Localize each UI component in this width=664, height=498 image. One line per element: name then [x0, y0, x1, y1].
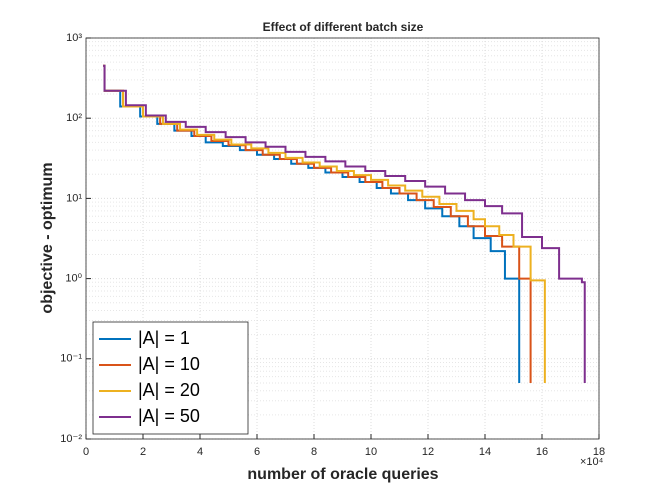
legend-label: |A| = 20: [138, 380, 200, 400]
plot-frame: [85, 37, 600, 440]
y-tick-label: 10²: [66, 112, 82, 124]
y-axis-label: objective - optimum: [39, 162, 56, 313]
chart-title: Effect of different batch size: [263, 20, 424, 34]
x-tick-label: 0: [83, 446, 89, 458]
x-tick-label: 4: [197, 446, 203, 458]
y-tick-label: 10⁻²: [60, 433, 82, 445]
y-tick-label: 10⁻¹: [60, 353, 82, 365]
series-line: [103, 64, 546, 383]
legend-label: |A| = 1: [138, 328, 190, 348]
x-tick-label: 2: [140, 446, 146, 458]
x-tick-label: 12: [422, 446, 434, 458]
x-tick-label: 10: [365, 446, 377, 458]
y-tick-label: 10³: [66, 32, 82, 44]
x-tick-label: 14: [479, 446, 491, 458]
legend-label: |A| = 50: [138, 406, 200, 426]
x-tick-label: 8: [311, 446, 317, 458]
legend-label: |A| = 10: [138, 354, 200, 374]
legend-box: [92, 321, 249, 435]
x-tick-label: 16: [536, 446, 548, 458]
y-tick-label: 10⁰: [65, 273, 82, 285]
series-line: [103, 64, 586, 383]
x-tick-label: 18: [593, 446, 605, 458]
x-axis-label: number of oracle queries: [247, 466, 438, 483]
y-tick-label: 10¹: [66, 192, 82, 204]
x-tick-label: 6: [254, 446, 260, 458]
x-exponent-label: ×10⁴: [580, 456, 604, 468]
